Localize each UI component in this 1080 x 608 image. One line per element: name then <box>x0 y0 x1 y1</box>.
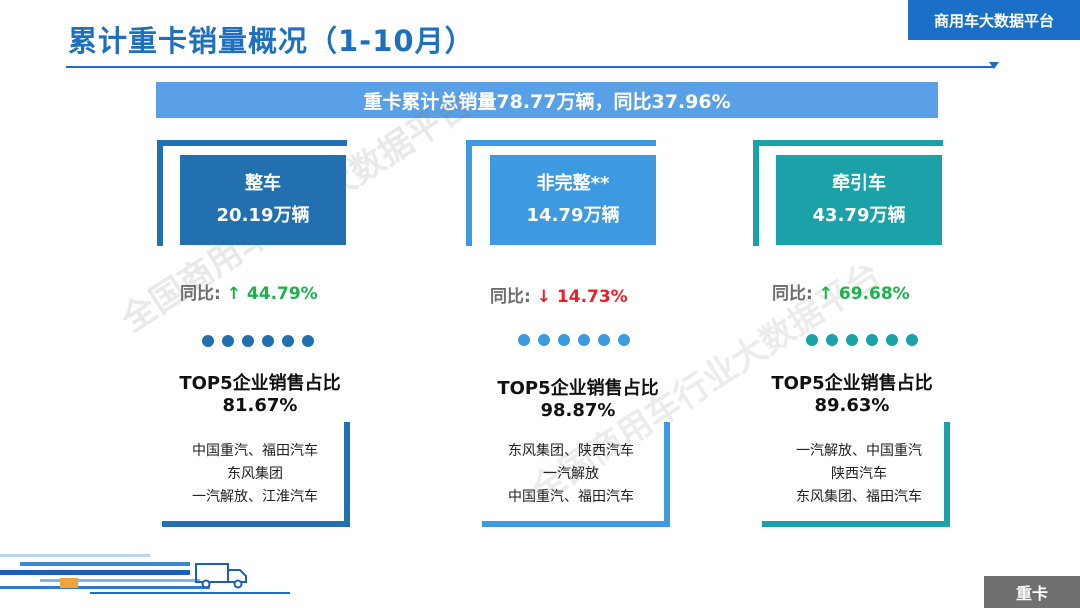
list-item: 东风集团、福田汽车 <box>796 489 922 505</box>
companies-list: 一汽解放、中国重汽 陕西汽车 东风集团、福田汽车 <box>768 440 950 509</box>
dots-row <box>518 334 630 346</box>
arrow-down-icon: ↓ <box>536 287 551 307</box>
dot-icon <box>302 335 314 347</box>
dot-icon <box>242 335 254 347</box>
dot-icon <box>578 334 590 346</box>
card-frame-incomplete <box>466 140 656 246</box>
title-divider <box>66 66 994 68</box>
companies-frame <box>762 422 950 527</box>
card-frame-tractor <box>753 140 943 246</box>
dot-icon <box>826 334 838 346</box>
companies-list: 中国重汽、福田汽车 东风集团 一汽解放、江淮汽车 <box>164 440 346 509</box>
dot-icon <box>558 334 570 346</box>
list-item: 中国重汽、福田汽车 <box>192 443 318 459</box>
list-item: 一汽解放、中国重汽 <box>796 443 922 459</box>
top5-share: 98.87% <box>540 400 616 421</box>
companies-frame <box>162 422 350 527</box>
yoy-label: 同比: <box>180 284 221 304</box>
yoy-incomplete: 同比: ↓ 14.73% <box>490 282 628 307</box>
card-title: 整车 <box>245 173 281 194</box>
yoy-complete: 同比: ↑ 44.79% <box>180 279 318 304</box>
top5-title: TOP5企业销售占比 <box>497 378 659 399</box>
card-title: 牵引车 <box>832 173 886 194</box>
card-tractor: 牵引车 43.79万辆 <box>776 155 942 245</box>
yoy-label: 同比: <box>490 287 531 307</box>
page-title: 累计重卡销量概况（1-10月） <box>68 24 475 58</box>
summary-banner: 重卡累计总销量78.77万辆，同比37.96% <box>156 82 938 118</box>
list-item: 陕西汽车 <box>831 466 887 482</box>
dot-icon <box>262 335 274 347</box>
yoy-value: 14.73% <box>556 287 628 307</box>
dot-icon <box>886 334 898 346</box>
list-item: 东风集团 <box>227 466 283 482</box>
dot-icon <box>222 335 234 347</box>
dot-icon <box>618 334 630 346</box>
top5-title: TOP5企业销售占比 <box>771 373 933 394</box>
top5-block: TOP5企业销售占比 98.87% <box>458 378 698 422</box>
card-frame-complete <box>157 140 347 246</box>
top5-title: TOP5企业销售占比 <box>179 373 341 394</box>
list-item: 一汽解放 <box>543 466 599 482</box>
dot-icon <box>906 334 918 346</box>
yoy-value: 44.79% <box>246 284 318 304</box>
dot-icon <box>538 334 550 346</box>
top5-block: TOP5企业销售占比 89.63% <box>732 373 972 417</box>
dot-icon <box>598 334 610 346</box>
dot-icon <box>846 334 858 346</box>
arrow-up-icon: ↑ <box>226 284 241 304</box>
top5-block: TOP5企业销售占比 81.67% <box>140 373 380 417</box>
top5-share: 81.67% <box>222 395 298 416</box>
truck-illustration-icon <box>0 554 290 594</box>
card-volume: 20.19万辆 <box>216 205 310 226</box>
card-volume: 14.79万辆 <box>526 205 620 226</box>
companies-list: 东风集团、陕西汽车 一汽解放 中国重汽、福田汽车 <box>480 440 662 509</box>
brand-badge: 商用车大数据平台 <box>908 0 1080 40</box>
divider-marker-icon <box>989 62 999 69</box>
yoy-tractor: 同比: ↑ 69.68% <box>772 279 910 304</box>
dot-icon <box>202 335 214 347</box>
top5-share: 89.63% <box>814 395 890 416</box>
arrow-up-icon: ↑ <box>818 284 833 304</box>
list-item: 中国重汽、福田汽车 <box>508 489 634 505</box>
dot-icon <box>518 334 530 346</box>
dot-icon <box>866 334 878 346</box>
dots-row <box>202 335 314 347</box>
dot-icon <box>282 335 294 347</box>
companies-frame <box>482 422 670 527</box>
dots-row <box>806 334 918 346</box>
card-volume: 43.79万辆 <box>812 205 906 226</box>
card-title: 非完整** <box>536 173 610 194</box>
list-item: 东风集团、陕西汽车 <box>508 443 634 459</box>
card-incomplete-vehicle: 非完整** 14.79万辆 <box>490 155 656 245</box>
dot-icon <box>806 334 818 346</box>
list-item: 一汽解放、江淮汽车 <box>192 489 318 505</box>
yoy-value: 69.68% <box>838 284 910 304</box>
yoy-label: 同比: <box>772 284 813 304</box>
card-complete-vehicle: 整车 20.19万辆 <box>180 155 346 245</box>
footer-tag: 重卡 <box>984 576 1080 608</box>
